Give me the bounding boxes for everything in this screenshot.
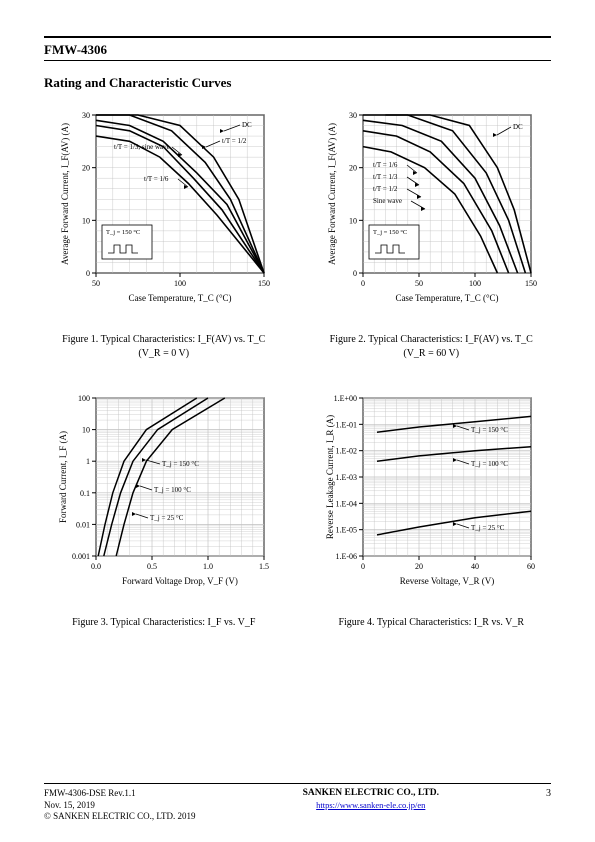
svg-text:0: 0 <box>361 562 365 571</box>
svg-text:0.001: 0.001 <box>72 552 90 561</box>
svg-text:10: 10 <box>82 426 90 435</box>
svg-text:Case Temperature, T_C (°C): Case Temperature, T_C (°C) <box>396 293 499 303</box>
svg-text:100: 100 <box>469 279 481 288</box>
svg-text:1.0: 1.0 <box>203 562 213 571</box>
svg-text:1.5: 1.5 <box>259 562 269 571</box>
footer-mid: SANKEN ELECTRIC CO., LTD. https://www.sa… <box>303 788 439 811</box>
svg-text:T_j = 25 °C: T_j = 25 °C <box>150 514 184 522</box>
footer-left: FMW-4306-DSE Rev.1.1 Nov. 15, 2019 © SAN… <box>44 788 196 822</box>
svg-text:40: 40 <box>471 562 479 571</box>
svg-text:1: 1 <box>86 457 90 466</box>
caption-fig4: Figure 4. Typical Characteristics: I_R v… <box>338 616 524 630</box>
svg-text:150: 150 <box>258 279 270 288</box>
svg-text:30: 30 <box>349 111 357 120</box>
chart-svg-fig1: 50 100 150 0 10 20 30 Case Temperature, T_C (°C… <box>54 105 274 323</box>
part-number: FMW-4306 <box>44 42 551 58</box>
svg-text:1.E-04: 1.E-04 <box>336 499 358 508</box>
svg-text:T_j = 25 °C: T_j = 25 °C <box>471 524 505 532</box>
svg-text:0: 0 <box>361 279 365 288</box>
section-title: Rating and Characteristic Curves <box>44 75 551 91</box>
chart-fig1: 50 100 150 0 10 20 30 Case Temperature, T_C (°C… <box>44 105 284 360</box>
chart-fig4: 0 20 40 60 1.E-06 1.E-05 1.E-04 1.E-03 1.E-02 1.E… <box>312 388 552 630</box>
chart-svg-fig4: 0 20 40 60 1.E-06 1.E-05 1.E-04 1.E-03 1.E-02 1.E… <box>321 388 541 606</box>
svg-text:50: 50 <box>92 279 100 288</box>
svg-text:T_j = 100 °C: T_j = 100 °C <box>154 486 191 494</box>
svg-text:Forward Current, I_F (A): Forward Current, I_F (A) <box>58 431 68 523</box>
page-number: 3 <box>546 788 551 799</box>
svg-text:0.01: 0.01 <box>76 520 90 529</box>
svg-text:t/T = 1/3: t/T = 1/3 <box>373 173 398 181</box>
svg-text:1.E-03: 1.E-03 <box>336 473 358 482</box>
svg-text:0.5: 0.5 <box>147 562 157 571</box>
svg-text:Average Forward Current, I_F(A: Average Forward Current, I_F(AV) (A) <box>60 123 70 265</box>
svg-text:t/T = 1/2: t/T = 1/2 <box>222 137 247 145</box>
svg-text:T_j = 150 °C: T_j = 150 °C <box>162 460 199 468</box>
caption-fig3: Figure 3. Typical Characteristics: I_F v… <box>72 616 255 630</box>
svg-text:20: 20 <box>349 164 357 173</box>
svg-text:60: 60 <box>527 562 535 571</box>
footer-url[interactable]: https://www.sanken-ele.co.jp/en <box>303 800 439 811</box>
svg-text:Average Forward Current, I_F(A: Average Forward Current, I_F(AV) (A) <box>327 123 337 265</box>
svg-text:1.E-02: 1.E-02 <box>336 447 358 456</box>
svg-text:100: 100 <box>174 279 186 288</box>
svg-text:10: 10 <box>349 216 357 225</box>
svg-text:T_j = 150 °C: T_j = 150 °C <box>106 229 140 236</box>
chart-svg-fig3: 0.0 0.5 1.0 1.5 0.001 0.01 0.1 1 10 100 Forward Vo… <box>54 388 274 606</box>
svg-text:0: 0 <box>353 269 357 278</box>
svg-text:Forward Voltage Drop, V_F (V): Forward Voltage Drop, V_F (V) <box>122 576 238 586</box>
svg-text:1.E-05: 1.E-05 <box>336 526 358 535</box>
svg-text:0: 0 <box>86 269 90 278</box>
svg-text:Reverse Leakage Current, I_R (: Reverse Leakage Current, I_R (A) <box>325 415 335 539</box>
svg-text:150: 150 <box>525 279 537 288</box>
svg-text:Case Temperature, T_C (°C): Case Temperature, T_C (°C) <box>128 293 231 303</box>
svg-text:Reverse Voltage, V_R (V): Reverse Voltage, V_R (V) <box>400 576 495 586</box>
svg-text:T_j = 100 °C: T_j = 100 °C <box>471 460 508 468</box>
footer: FMW-4306-DSE Rev.1.1 Nov. 15, 2019 © SAN… <box>44 783 551 822</box>
svg-text:30: 30 <box>82 111 90 120</box>
svg-text:Sine wave: Sine wave <box>373 197 402 205</box>
svg-text:0.1: 0.1 <box>80 489 90 498</box>
svg-text:20: 20 <box>82 164 90 173</box>
svg-text:t/T = 1/3, sine wave: t/T = 1/3, sine wave <box>114 143 170 151</box>
svg-text:100: 100 <box>78 394 90 403</box>
chart-fig2: 0 50 100 150 0 10 20 30 Case Temperature, T_C (°… <box>312 105 552 360</box>
svg-text:1.E-01: 1.E-01 <box>336 420 358 429</box>
caption-fig2: Figure 2. Typical Characteristics: I_F(A… <box>330 333 533 360</box>
svg-text:20: 20 <box>415 562 423 571</box>
svg-text:10: 10 <box>82 216 90 225</box>
svg-text:50: 50 <box>415 279 423 288</box>
caption-fig1: Figure 1. Typical Characteristics: I_F(A… <box>62 333 265 360</box>
svg-text:1.E+00: 1.E+00 <box>334 394 357 403</box>
svg-text:1.E-06: 1.E-06 <box>336 552 358 561</box>
chart-svg-fig2: 0 50 100 150 0 10 20 30 Case Temperature, T_C (°… <box>321 105 541 323</box>
svg-text:t/T = 1/6: t/T = 1/6 <box>144 175 169 183</box>
svg-text:DC: DC <box>242 121 252 129</box>
chart-fig3: 0.0 0.5 1.0 1.5 0.001 0.01 0.1 1 10 100 Forward Vo… <box>44 388 284 630</box>
svg-text:0.0: 0.0 <box>91 562 101 571</box>
svg-text:t/T = 1/6: t/T = 1/6 <box>373 161 398 169</box>
svg-text:T_j = 150 °C: T_j = 150 °C <box>373 229 407 236</box>
svg-text:DC: DC <box>513 123 523 131</box>
svg-text:t/T = 1/2: t/T = 1/2 <box>373 185 398 193</box>
svg-text:T_j = 150 °C: T_j = 150 °C <box>471 426 508 434</box>
charts-grid: 501001500102030Case Temperature, T_C (°C… <box>44 105 551 630</box>
